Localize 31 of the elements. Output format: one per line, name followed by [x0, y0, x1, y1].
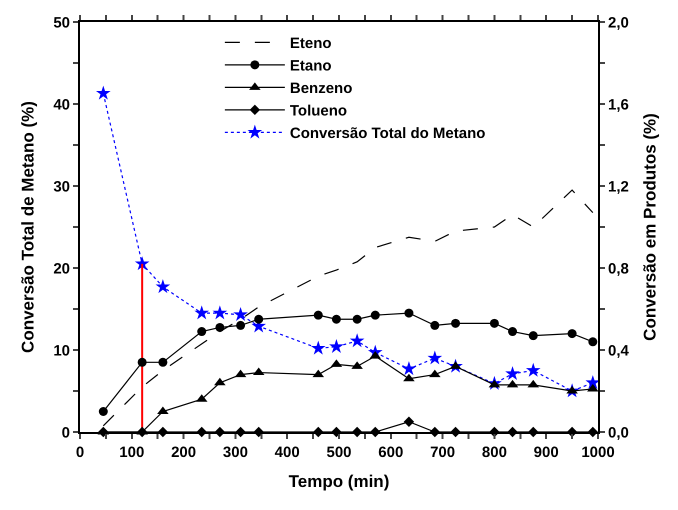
x-axis-title: Tempo (min)	[288, 472, 390, 491]
x-tick-label: 200	[171, 444, 196, 461]
x-tick-label: 800	[482, 444, 507, 461]
y-axis-title: Conversão Total de Metano (%)	[18, 101, 38, 353]
y-tick-label: 30	[53, 178, 70, 196]
x-tick-label: 1000	[581, 444, 615, 461]
y2-tick-label: 0,4	[608, 342, 630, 360]
x-tick-label: 600	[378, 444, 404, 461]
x-tick-label: 900	[534, 444, 559, 461]
y2-axis-title: Conversão em Produtos (%)	[640, 113, 660, 341]
y2-tick-label: 1,6	[608, 96, 629, 114]
y2-tick-label: 2,0	[608, 14, 629, 32]
legend-label: Benzeno	[290, 80, 352, 98]
legend-label: Eteno	[290, 35, 332, 52]
x-tick-label: 100	[119, 444, 144, 461]
y2-tick-label: 0,0	[608, 424, 629, 442]
y-tick-label: 0	[62, 424, 70, 442]
y-tick-label: 20	[53, 260, 70, 278]
legend-label: Tolueno	[290, 102, 348, 120]
x-tick-label: 400	[274, 444, 300, 461]
x-tick-label: 0	[76, 444, 84, 461]
y-tick-label: 10	[53, 342, 70, 360]
x-tick-label: 300	[222, 444, 248, 461]
y2-tick-label: 1,2	[608, 178, 629, 196]
y-tick-label: 40	[53, 96, 70, 114]
legend-label: Etano	[290, 58, 332, 75]
y-tick-label: 50	[53, 14, 70, 32]
x-tick-label: 500	[326, 444, 352, 461]
legend-label: Conversão Total do Metano	[290, 125, 486, 142]
x-tick-label: 700	[430, 444, 456, 461]
y2-tick-label: 0,8	[608, 260, 629, 278]
